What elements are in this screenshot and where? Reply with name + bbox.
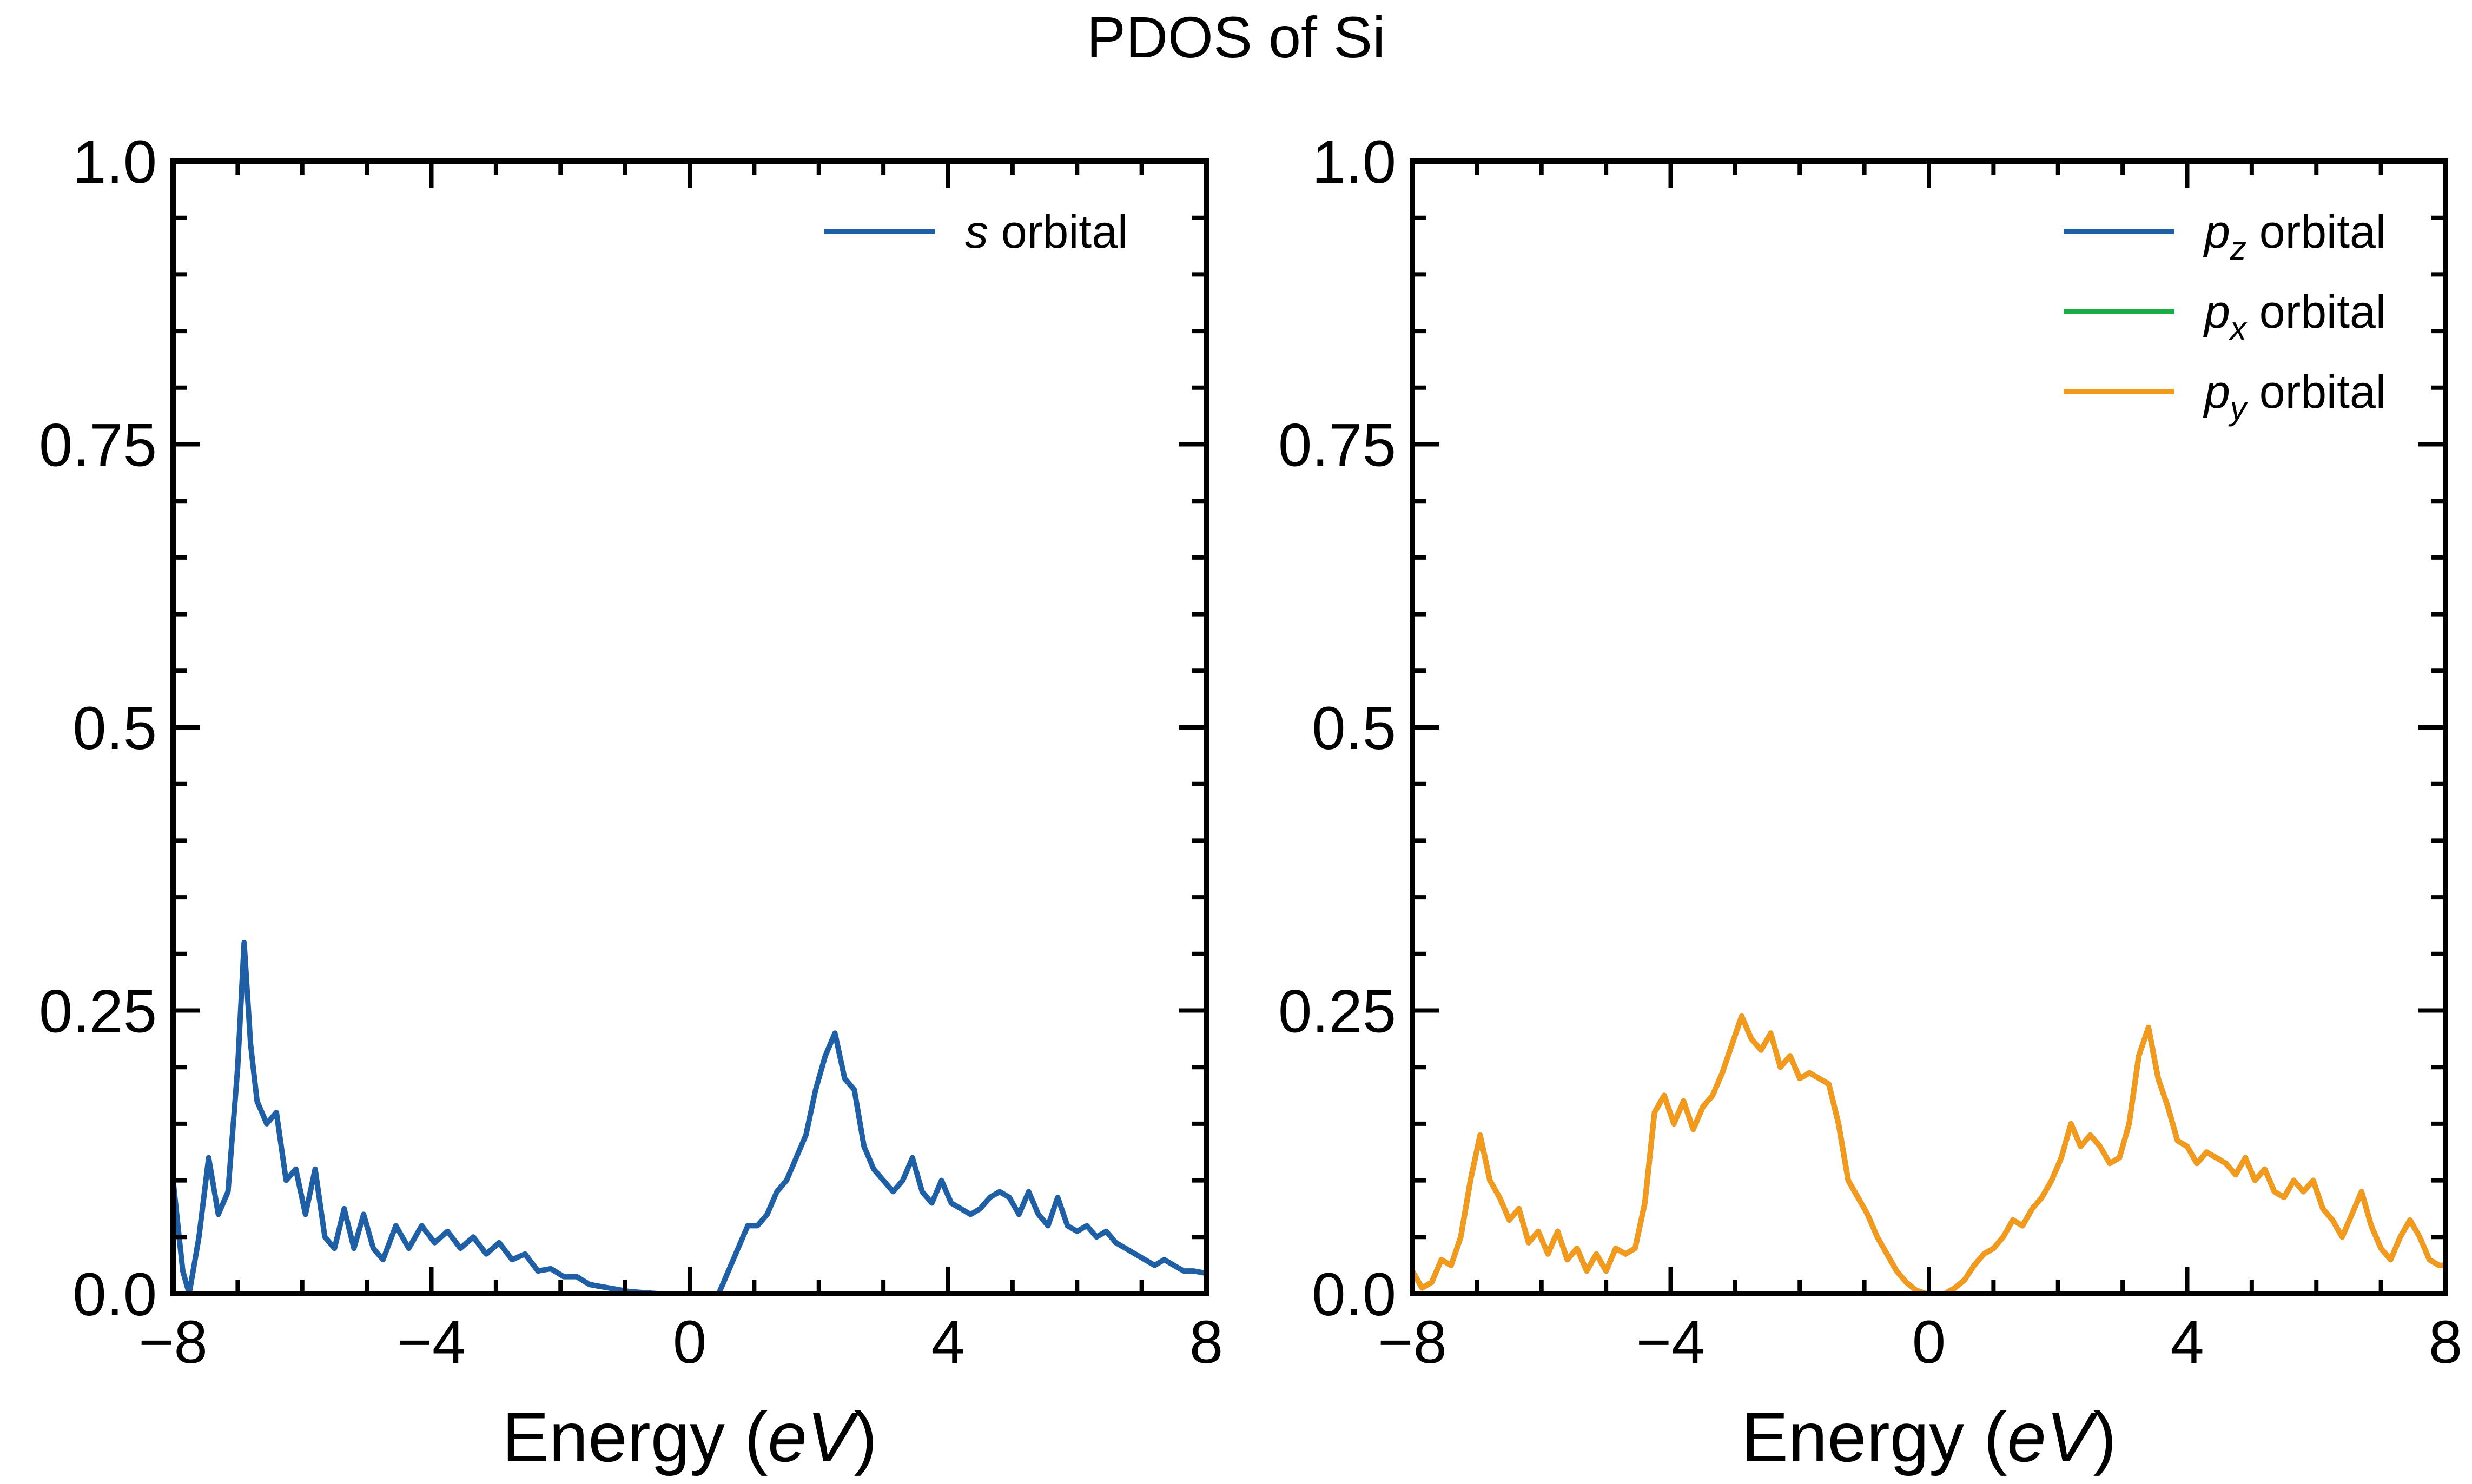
x-tick-label: −4 bbox=[397, 1308, 466, 1376]
right-panel-p-orbitals: −8 −4 0 4 8 0.0 0.25 0.5 0.75 1.0 Energy (eV) pz or… bbox=[1278, 128, 2462, 1476]
x-axis-label: Energy (eV) bbox=[502, 1397, 877, 1476]
x-tick-label: 8 bbox=[1189, 1308, 1223, 1376]
y-tick-label: 0.0 bbox=[1312, 1261, 1396, 1328]
x-tick-label: 0 bbox=[1912, 1308, 1946, 1376]
y-tick-label: 0.25 bbox=[39, 978, 157, 1045]
y-tick-label: 1.0 bbox=[1312, 128, 1396, 196]
legend-label: pz orbital bbox=[2203, 206, 2386, 267]
y-tick-label: 0.0 bbox=[72, 1261, 157, 1328]
y-tick-label: 0.25 bbox=[1278, 978, 1396, 1045]
plot-frame bbox=[170, 158, 1209, 1296]
x-tick-label: 8 bbox=[2429, 1308, 2462, 1376]
x-tick-label: −8 bbox=[1378, 1308, 1447, 1376]
x-tick-label: −4 bbox=[1636, 1308, 1706, 1376]
legend-label: px orbital bbox=[2203, 286, 2386, 347]
series-line-s-orbital bbox=[173, 939, 1206, 1294]
y-tick-label: 1.0 bbox=[72, 128, 157, 196]
y-tick-label: 0.75 bbox=[39, 412, 157, 479]
x-tick-label: 4 bbox=[2170, 1308, 2204, 1376]
y-tick-label: 0.5 bbox=[1312, 694, 1396, 762]
y-tick-label: 0.75 bbox=[1278, 412, 1396, 479]
y-tick-label: 0.5 bbox=[72, 694, 157, 762]
legend-label: py orbital bbox=[2203, 366, 2386, 427]
figure-title: PDOS of Si bbox=[1087, 4, 1385, 70]
legend-label: s orbital bbox=[965, 206, 1128, 258]
x-axis-label: Energy (eV) bbox=[1741, 1397, 2117, 1476]
left-panel-s-orbital: −8 −4 0 4 8 0.0 0.25 0.5 0.75 1.0 Energy (eV) s orb… bbox=[39, 128, 1223, 1476]
x-tick-label: 0 bbox=[673, 1308, 706, 1376]
x-tick-label: 4 bbox=[931, 1308, 964, 1376]
x-tick-label: −8 bbox=[138, 1308, 208, 1376]
series-line-py-orbital bbox=[1412, 1013, 2445, 1294]
